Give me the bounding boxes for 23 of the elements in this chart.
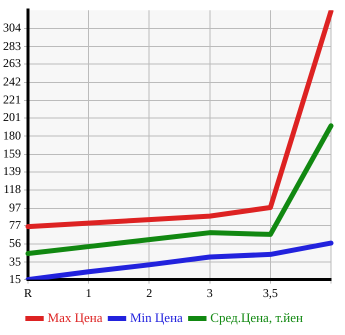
y-tick-label: 283 — [3, 38, 21, 53]
y-tick-label: 56 — [9, 236, 21, 250]
y-tick-label: 159 — [3, 146, 21, 161]
y-tick-label: 201 — [3, 110, 21, 124]
x-tick-label: 3,5 — [262, 286, 278, 300]
legend-label: Сред.Цена, т.йен — [210, 310, 304, 325]
legend-label: Max Цена — [48, 310, 103, 325]
y-tick-label: 97 — [9, 200, 21, 214]
x-tick-label: 3 — [206, 286, 213, 300]
y-tick-label: 139 — [3, 164, 21, 178]
y-tick-label: 304 — [3, 20, 21, 35]
x-tick-label: 2 — [146, 286, 152, 300]
x-tick-label: R — [24, 286, 32, 300]
y-tick-label: 180 — [3, 128, 21, 142]
y-tick-label: 77 — [9, 218, 21, 232]
y-tick-label: 35 — [9, 254, 21, 268]
x-tick-label: 1 — [86, 286, 92, 300]
legend-label: Min Цена — [130, 310, 184, 325]
y-tick-label: 263 — [3, 56, 21, 70]
y-tick-label: 221 — [3, 92, 21, 107]
y-tick-label: 15 — [9, 272, 21, 286]
y-tick-label: 118 — [3, 182, 21, 196]
y-tick-label: 242 — [3, 74, 21, 88]
